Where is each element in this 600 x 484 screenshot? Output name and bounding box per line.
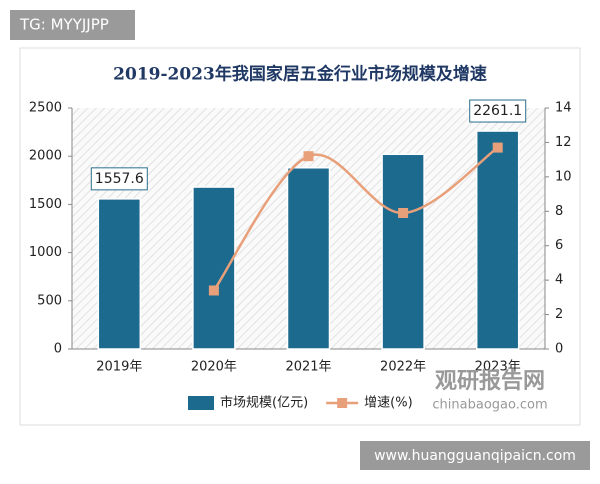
y2-tick-label: 14 [555, 101, 572, 116]
chart-title: 2019-2023年我国家居五金行业市场规模及增速 [113, 64, 487, 85]
line-marker [208, 285, 219, 296]
y-tick-label: 2000 [29, 149, 62, 164]
y-tick-label: 500 [37, 293, 62, 308]
legend-swatch [188, 396, 214, 410]
brand: 观研报告网 [435, 369, 545, 394]
y-tick-label: 2500 [29, 101, 62, 116]
y2-tick-label: 10 [555, 169, 572, 184]
legend-marker [337, 398, 348, 408]
x-tick-label: 2021年 [285, 360, 331, 375]
tag-box [10, 10, 135, 40]
line-marker [492, 142, 503, 153]
bar [97, 198, 142, 350]
y-tick-label: 0 [54, 342, 62, 357]
x-tick-label: 2019年 [96, 360, 142, 375]
y2-tick-label: 8 [555, 204, 563, 219]
x-tick-label: 2023年 [475, 360, 521, 375]
tag-text: TG: MYYJJPP [19, 16, 109, 34]
y-tick-label: 1000 [29, 245, 62, 260]
site-text: www.huangguanqipaicn.com [374, 448, 576, 464]
bar [475, 130, 520, 350]
value-label: 1557.6 [95, 171, 144, 187]
line [212, 146, 499, 292]
y2-tick-label: 0 [555, 342, 563, 357]
y-tick-label: 1500 [29, 197, 62, 212]
value-label-box [90, 167, 148, 191]
y2-tick-label: 4 [555, 273, 563, 288]
legend-label: 市场规模(亿元) [220, 395, 308, 411]
x-tick-label: 2022年 [380, 360, 426, 375]
legend-label: 增速(%) [364, 396, 413, 411]
y2-tick-label: 2 [555, 307, 563, 322]
value-label-box [469, 99, 527, 123]
bar [286, 167, 331, 350]
y2-tick-label: 6 [555, 238, 563, 253]
x-tick-label: 2020年 [191, 360, 237, 375]
site-box [360, 441, 590, 470]
brand-url: chinabaogao.com [432, 398, 547, 413]
y2-tick-label: 12 [555, 135, 572, 150]
line-marker [398, 208, 409, 219]
bar [381, 153, 425, 350]
line-marker [303, 151, 314, 162]
marks: 0 500 1000 1500 2000 2500 0 2 4 6 8 10 12 14 2019年 2020… [29, 99, 572, 411]
value-label: 2261.1 [473, 103, 522, 119]
